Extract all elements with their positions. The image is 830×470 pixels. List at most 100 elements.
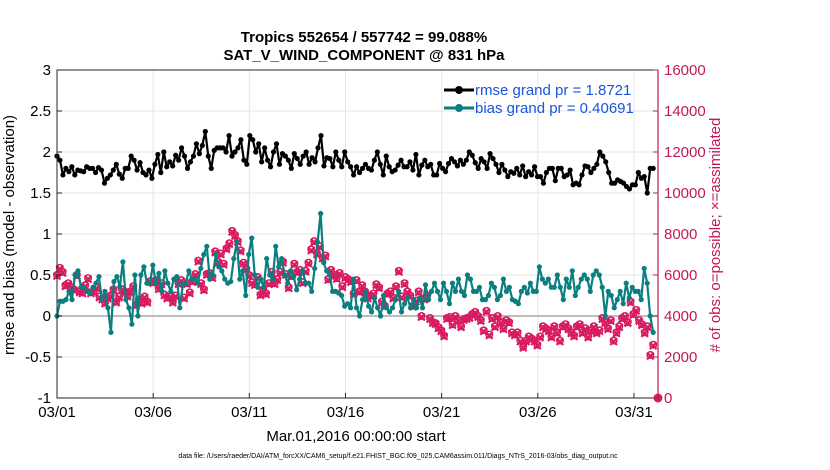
obs-assimilated-point [168, 298, 178, 307]
bias-point [515, 301, 521, 307]
y2-tick-label: 6000 [664, 267, 697, 284]
bias-point [431, 280, 438, 286]
rmse-point [404, 164, 410, 170]
rmse-point [549, 165, 555, 171]
rmse-point [69, 164, 75, 170]
rmse-point [475, 165, 481, 171]
obs-assimilated-point [595, 327, 604, 336]
obs-cross-stroke [589, 323, 599, 332]
obs-cross-stroke [284, 284, 293, 293]
obs-assimilated-point [555, 337, 565, 346]
obs-possible-point [231, 231, 240, 240]
rmse-point [178, 145, 185, 151]
bias-point [380, 292, 387, 299]
rmse-point [410, 167, 416, 173]
bias-point [312, 265, 318, 272]
rmse-point [232, 149, 238, 155]
obs-assimilated-point [493, 312, 502, 322]
bias-point [126, 305, 132, 311]
rmse-point [250, 137, 256, 143]
rmse-point [528, 172, 535, 178]
obs-assimilated-point [199, 286, 209, 295]
rmse-point [223, 149, 229, 155]
obs-cross-stroke [454, 316, 463, 326]
rmse-point [392, 167, 398, 173]
obs-cross-stroke [177, 276, 186, 286]
bias-point [590, 272, 596, 278]
rmse-point [173, 152, 179, 158]
rmse-point [113, 161, 119, 167]
bias-point [327, 272, 333, 278]
bias-point [626, 295, 632, 301]
bias-point [195, 280, 201, 286]
obs-cross-stroke [485, 331, 494, 340]
rmse-point [119, 175, 125, 181]
obs-possible-point [536, 332, 545, 341]
bias-point [234, 239, 240, 245]
rmse-point [632, 182, 638, 188]
rmse-point [264, 157, 271, 163]
rmse-point [336, 157, 342, 163]
obs-cross-stroke [222, 245, 231, 254]
rmse-point [413, 151, 419, 158]
rmse-point [187, 159, 194, 165]
bias-point [138, 272, 144, 278]
bias-point [159, 288, 165, 294]
obs-assimilated-point [485, 331, 494, 340]
obs-cross-stroke [445, 313, 454, 323]
obs-assimilated-point [414, 288, 423, 297]
obs-assimilated-point [513, 329, 522, 338]
rmse-point [327, 155, 333, 162]
obs-assimilated-point [338, 283, 347, 292]
obs-cross-stroke [575, 321, 584, 330]
rmse-point [511, 170, 517, 176]
bias-point [270, 276, 276, 282]
rmse-point [472, 160, 478, 166]
obs-assimilated-point [185, 289, 194, 298]
obs-assimilated-point [552, 329, 562, 338]
bias-point [132, 272, 138, 278]
obs-cross-stroke [143, 298, 152, 307]
x-tick-label: 03/01 [38, 404, 76, 421]
rmse-point [309, 155, 315, 161]
rmse-point [128, 153, 134, 159]
bias-point [108, 329, 114, 335]
obs-cross-stroke [290, 260, 299, 269]
rmse-point [297, 161, 303, 167]
bias-point [216, 264, 222, 270]
rmse-point [434, 172, 440, 178]
bias-point [348, 305, 354, 311]
obs-possible-point [482, 306, 491, 315]
obs-assimilated-point [623, 318, 632, 328]
rmse-point [353, 164, 360, 170]
rmse-point [262, 145, 268, 151]
bias-point [339, 292, 345, 299]
rmse-point [110, 167, 116, 173]
obs-cross-stroke [338, 283, 347, 292]
rmse-point [294, 155, 300, 162]
obs-cross-stroke [55, 264, 65, 274]
obs-assimilated-point [626, 298, 635, 307]
bias-point [386, 309, 393, 315]
bias-point [401, 301, 408, 307]
bias-point [443, 288, 450, 294]
bias-point [174, 274, 180, 280]
obs-cross-stroke [632, 306, 641, 316]
bias-point [458, 288, 465, 294]
bias-point [356, 313, 363, 319]
obs-assimilated-point [374, 284, 384, 293]
obs-cross-stroke [414, 288, 423, 297]
obs-possible-point [400, 279, 409, 288]
bias-point [368, 309, 375, 315]
obs-cross-stroke [620, 312, 630, 322]
rmse-point [348, 164, 354, 170]
rmse-point [339, 164, 345, 170]
obs-cross-stroke [194, 257, 203, 266]
obs-cross-stroke [476, 316, 486, 326]
bias-point [90, 284, 96, 290]
bias-point [461, 292, 468, 299]
rmse-point [247, 133, 253, 139]
y-tick-label: 0.5 [30, 267, 51, 284]
rmse-point [273, 141, 280, 147]
rmse-point [383, 153, 389, 159]
